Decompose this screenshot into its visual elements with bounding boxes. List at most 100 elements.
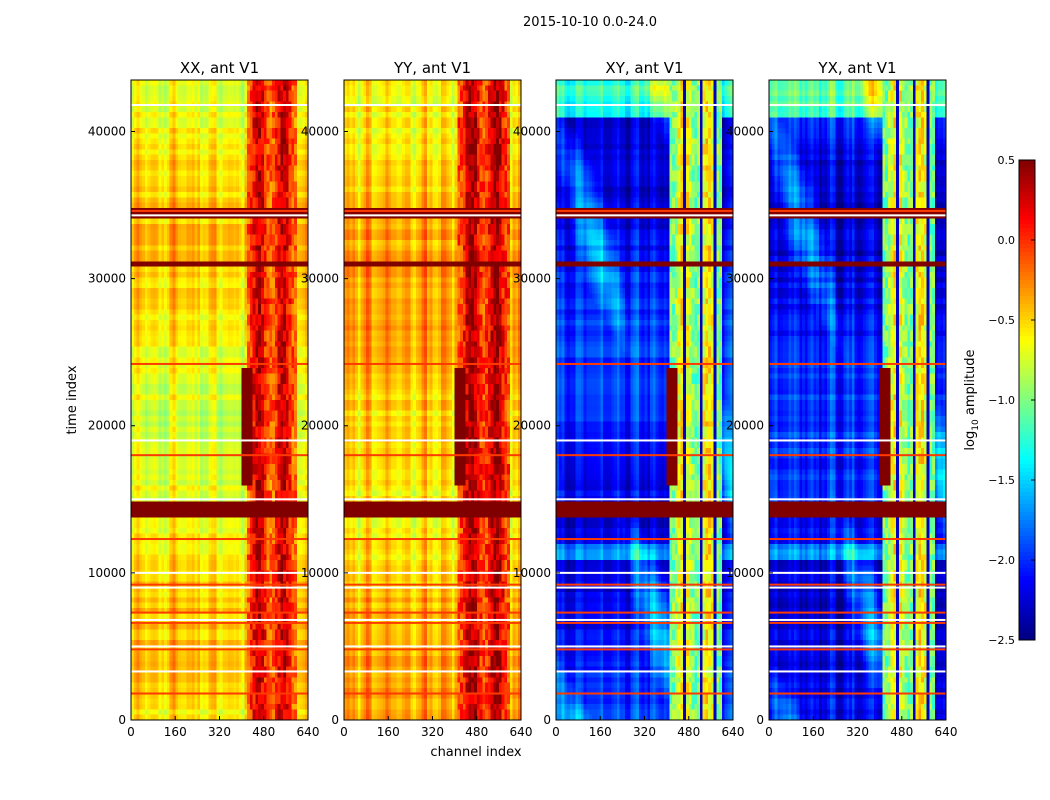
heatmap-cell [228, 85, 231, 91]
heatmap-cell [150, 80, 153, 86]
heatmap-cell [264, 165, 267, 171]
heatmap-cell [278, 139, 281, 145]
heatmap-cell [278, 112, 281, 118]
heatmap-cell [258, 181, 261, 187]
heatmap-cell [142, 139, 145, 145]
heatmap-cell [150, 176, 153, 182]
heatmap-cell [161, 176, 164, 182]
heatmap-cell [217, 85, 220, 91]
heatmap-cell [192, 107, 195, 113]
heatmap-cell [184, 107, 187, 113]
heatmap-cell [258, 123, 261, 129]
heatmap-cell [294, 133, 297, 139]
heatmap-cell [239, 171, 242, 177]
heatmap-cell [148, 144, 151, 150]
heatmap-cell [214, 80, 217, 86]
heatmap-cell [289, 160, 292, 166]
heatmap-cell [172, 117, 175, 123]
heatmap-cell [244, 112, 247, 118]
heatmap-cell [255, 117, 258, 123]
heatmap-cell [264, 133, 267, 139]
heatmap-cell [137, 176, 140, 182]
heatmap-cell [208, 117, 211, 123]
heatmap-cell [247, 128, 250, 134]
heatmap-cell [220, 107, 223, 113]
heatmap-cell [242, 144, 245, 150]
heatmap-cell [264, 187, 267, 193]
heatmap-cell [137, 139, 140, 145]
heatmap-cell [197, 117, 200, 123]
heatmap-cell [297, 149, 300, 155]
heatmap-cell [283, 128, 286, 134]
heatmap-cell [286, 176, 289, 182]
heatmap-cell [239, 155, 242, 161]
heatmap-cell [192, 96, 195, 102]
heatmap-cell [264, 176, 267, 182]
heatmap-cell [244, 91, 247, 97]
heatmap-cell [244, 144, 247, 150]
heatmap-cell [297, 96, 300, 102]
heatmap-cell [208, 107, 211, 113]
heatmap-cell [283, 80, 286, 86]
heatmap-cell [269, 187, 272, 193]
heatmap-cell [178, 123, 181, 129]
heatmap-cell [167, 160, 170, 166]
heatmap-cell [211, 80, 214, 86]
heatmap-cell [261, 149, 264, 155]
heatmap-cell [170, 96, 173, 102]
heatmap-cell [161, 149, 164, 155]
heatmap-cell [172, 91, 175, 97]
heatmap-cell [231, 160, 234, 166]
heatmap-cell [255, 171, 258, 177]
heatmap-cell [175, 85, 178, 91]
heatmap-cell [242, 117, 245, 123]
heatmap-cell [192, 123, 195, 129]
heatmap-cell [156, 160, 159, 166]
heatmap-cell [233, 117, 236, 123]
heatmap-cell [164, 171, 167, 177]
heatmap-cell [195, 149, 198, 155]
heatmap-cell [261, 165, 264, 171]
heatmap-cell [200, 128, 203, 134]
heatmap-cell [291, 128, 294, 134]
heatmap-cell [261, 160, 264, 166]
heatmap-cell [272, 80, 275, 86]
heatmap-cell [145, 117, 148, 123]
heatmap-cell [247, 139, 250, 145]
heatmap-cell [272, 96, 275, 102]
heatmap-cell [170, 112, 173, 118]
heatmap-cell [228, 96, 231, 102]
heatmap-cell [159, 139, 162, 145]
heatmap-cell [148, 85, 151, 91]
heatmap-cell [267, 96, 270, 102]
heatmap-cell [214, 160, 217, 166]
heatmap-cell [181, 96, 184, 102]
heatmap-cell [275, 123, 278, 129]
heatmap-cell [170, 181, 173, 187]
heatmap-cell [220, 133, 223, 139]
heatmap-cell [159, 85, 162, 91]
heatmap-cell [302, 171, 305, 177]
heatmap-cell [280, 117, 283, 123]
heatmap-cell [156, 149, 159, 155]
heatmap-cell [178, 80, 181, 86]
heatmap-cell [264, 171, 267, 177]
heatmap-cell [269, 181, 272, 187]
heatmap-cell [225, 181, 228, 187]
heatmap-cell [164, 155, 167, 161]
heatmap-cell [280, 181, 283, 187]
heatmap-cell [258, 171, 261, 177]
heatmap-cell [297, 107, 300, 113]
heatmap-cell [228, 123, 231, 129]
heatmap-cell [167, 155, 170, 161]
heatmap-cell [225, 176, 228, 182]
heatmap-cell [222, 133, 225, 139]
heatmap-cell [134, 181, 137, 187]
heatmap-cell [181, 128, 184, 134]
heatmap-cell [289, 176, 292, 182]
heatmap-cell [291, 85, 294, 91]
heatmap-cell [150, 187, 153, 193]
heatmap-cell [139, 123, 142, 129]
heatmap-cell [275, 171, 278, 177]
heatmap-cell [242, 155, 245, 161]
